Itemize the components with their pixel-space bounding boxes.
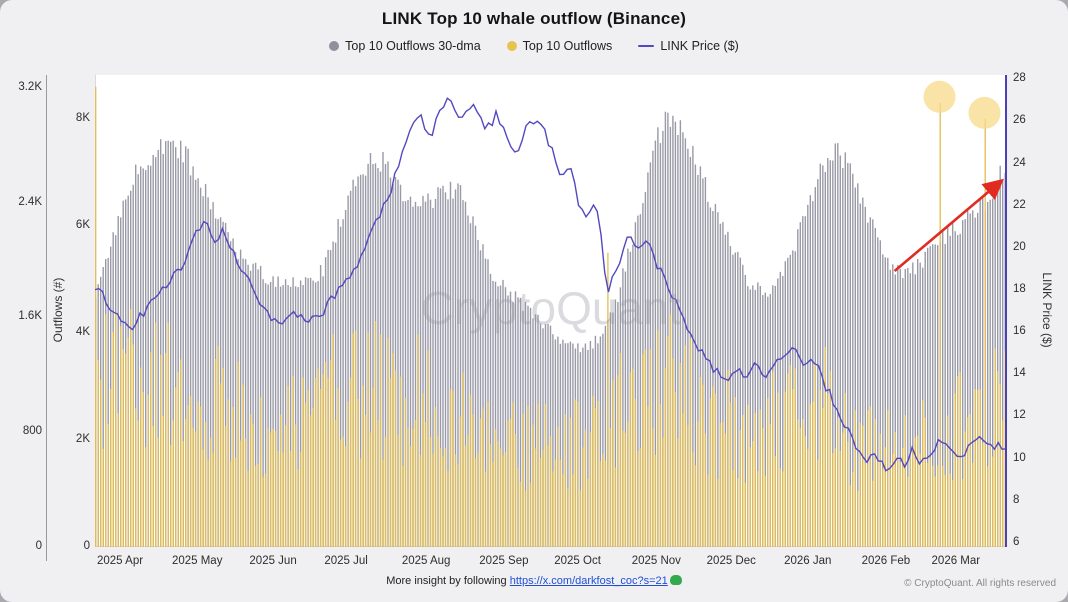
tick-label: 0	[35, 540, 42, 552]
whale-emoji-icon	[669, 575, 682, 585]
tick-label: 18	[1013, 282, 1026, 295]
tick-label: 24	[1013, 156, 1026, 169]
left-axis-spine	[46, 75, 47, 561]
tick-label: 28	[1013, 72, 1026, 85]
x-tick-label: 2025 Sep	[479, 555, 529, 567]
tick-label: 12	[1013, 409, 1026, 422]
tick-label: 22	[1013, 198, 1026, 211]
x-tick-label: 2026 Feb	[861, 555, 911, 567]
tick-label: 1.6K	[18, 310, 42, 323]
tick-label: 8	[1013, 493, 1020, 506]
x-tick-label: 2025 Dec	[706, 555, 756, 567]
tick-label: 0	[83, 540, 90, 552]
left-outer-axis: 3.2K 2.4K 1.6K 800 0	[0, 0, 42, 602]
tick-label: 6	[1013, 535, 1020, 548]
tick-label: 20	[1013, 240, 1026, 253]
tick-label: 4K	[75, 325, 90, 338]
x-tick-label: 2026 Jan	[784, 555, 832, 567]
copyright: © CryptoQuant. All rights reserved	[904, 578, 1056, 589]
plot-area: CryptoQuant	[94, 75, 1007, 548]
tick-label: 800	[22, 425, 42, 438]
tick-label: 26	[1013, 114, 1026, 127]
x-tick-label: 2025 Jun	[249, 555, 297, 567]
legend-item-2[interactable]: Top 10 Outflows	[506, 39, 613, 53]
tick-label: 10	[1013, 451, 1026, 464]
footer: More insight by following https://x.com/…	[0, 575, 1068, 587]
legend-label: LINK Price ($)	[660, 39, 739, 53]
x-tick-label: 2025 Nov	[631, 555, 681, 567]
x-tick-label: 2025 Jul	[324, 555, 368, 567]
tick-label: 8K	[75, 111, 90, 124]
tick-label: 2.4K	[18, 195, 42, 208]
tick-label: 2K	[75, 432, 90, 445]
tick-label: 6K	[75, 218, 90, 231]
chart-title: LINK Top 10 whale outflow (Binance)	[381, 9, 687, 28]
tick-label: 14	[1013, 367, 1026, 380]
left-inner-axis: 8K 6K 4K 2K 0	[48, 0, 90, 602]
legend-dot-marker-icon	[329, 41, 340, 51]
x-tick-label: 2025 Oct	[554, 555, 601, 567]
legend-dot-marker-icon	[506, 41, 517, 51]
tick-label: 16	[1013, 325, 1026, 338]
x-tick-label: 2026 Mar	[931, 555, 981, 567]
legend: Top 10 Outflows 30-dma Top 10 Outflows LIN…	[0, 39, 1068, 53]
tick-label: 3.2K	[18, 80, 42, 93]
x-tick-label: 2025 Apr	[97, 555, 144, 567]
chart-canvas[interactable]	[94, 75, 1007, 548]
legend-line-marker-icon	[638, 44, 655, 48]
legend-item-3[interactable]: LINK Price ($)	[638, 39, 739, 53]
legend-item-1[interactable]: Top 10 Outflows 30-dma	[329, 39, 481, 53]
footer-text: More insight by following	[386, 575, 510, 587]
footer-link[interactable]: https://x.com/darkfost_coc?s=21	[509, 575, 668, 587]
right-axis: 28 26 24 22 20 18 16 14 12 10 8 6	[1013, 0, 1045, 602]
x-tick-label: 2025 May	[171, 555, 223, 567]
legend-label: Top 10 Outflows	[522, 39, 613, 53]
x-tick-label: 2025 Aug	[401, 555, 451, 567]
legend-label: Top 10 Outflows 30-dma	[345, 39, 481, 53]
